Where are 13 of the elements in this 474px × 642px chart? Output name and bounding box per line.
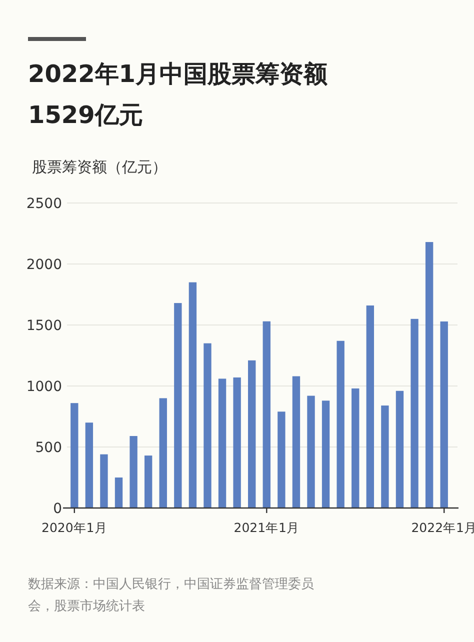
y-tick-label: 0 (53, 501, 62, 517)
x-tick-label: 2022年1月 (411, 520, 474, 535)
y-tick-label: 1000 (26, 379, 62, 395)
y-tick-label: 2000 (26, 257, 62, 273)
y-tick-label: 2500 (26, 196, 62, 212)
y-tick-label: 1500 (26, 318, 62, 334)
chart-title: 2022年1月中国股票筹资额 (28, 60, 328, 88)
y-axis-title: 股票筹资额（亿元） (32, 158, 167, 176)
x-tick-label: 2021年1月 (234, 520, 300, 535)
y-tick-label: 500 (35, 440, 62, 456)
source-note: 数据来源：中国人民银行，中国证券监督管理委员会，股票市场统计表 (28, 577, 314, 614)
x-tick-label: 2020年1月 (42, 520, 108, 535)
chart-subtitle: 1529亿元 (28, 101, 143, 129)
